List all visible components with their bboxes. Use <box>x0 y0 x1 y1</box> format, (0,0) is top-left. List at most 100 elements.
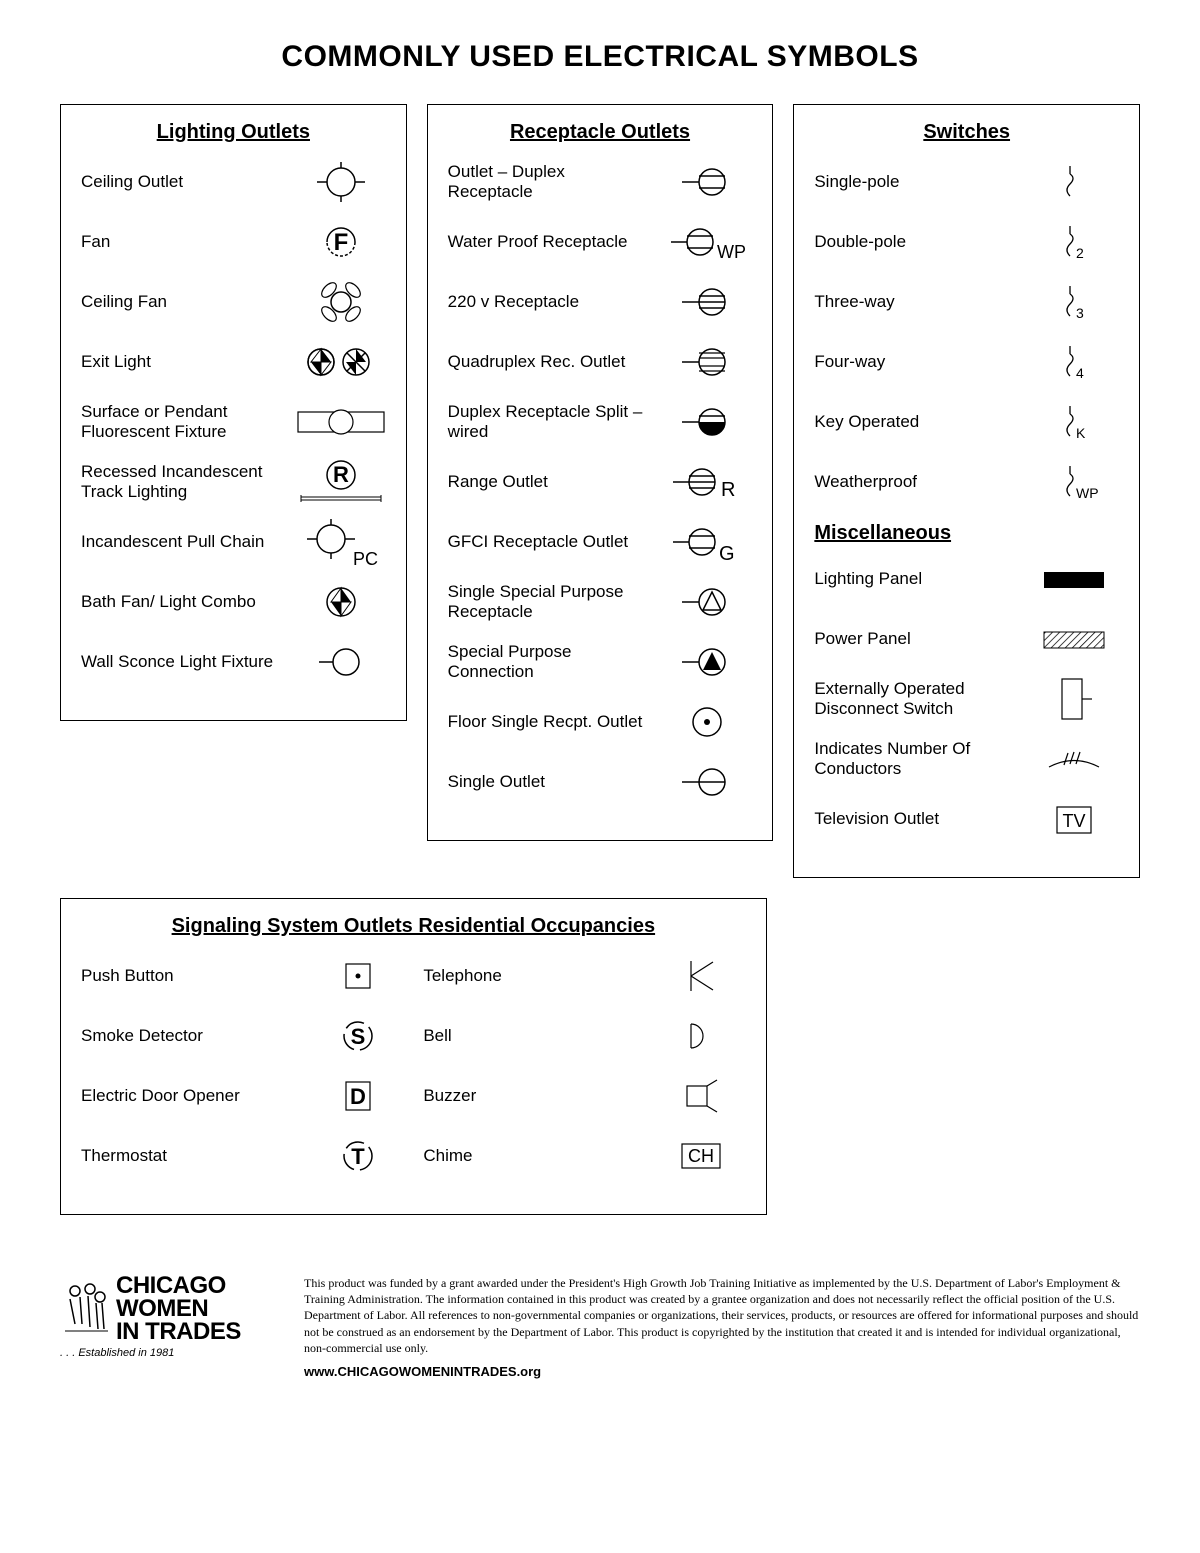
row-bath-fan: Bath Fan/ Light Combo <box>81 580 386 624</box>
symbol-power-panel-icon <box>1029 617 1119 661</box>
row-lighting-panel: Lighting Panel <box>814 557 1119 601</box>
row-track-lighting: Recessed Incandescent Track Lighting R <box>81 460 386 504</box>
svg-text:2: 2 <box>1076 245 1084 261</box>
symbol-ceiling-outlet-icon <box>296 160 386 204</box>
label: Incandescent Pull Chain <box>81 532 296 552</box>
row-gfci: GFCI Receptacle Outlet G <box>448 520 753 564</box>
row-duplex: Outlet – Duplex Receptacle <box>448 160 753 204</box>
row-switch-4: Key OperatedK <box>814 400 1119 444</box>
svg-text:3: 3 <box>1076 305 1084 321</box>
panel-lighting-title: Lighting Outlets <box>81 121 386 144</box>
svg-text:R: R <box>721 479 735 501</box>
symbol-quadruplex-icon <box>662 340 752 384</box>
symbol-lighting-panel-icon <box>1029 557 1119 601</box>
label: Weatherproof <box>814 472 1029 492</box>
label: Indicates Number Of Conductors <box>814 739 1029 780</box>
label: Power Panel <box>814 629 1029 649</box>
symbol-switch-icon: 2 <box>1029 220 1119 264</box>
disclaimer-text: This product was funded by a grant award… <box>304 1275 1140 1356</box>
row-switch-5: Weatherproof WP <box>814 460 1119 504</box>
label: Single-pole <box>814 172 1029 192</box>
row-pull-chain: Incandescent Pull Chain PC <box>81 520 386 564</box>
symbol-range-icon: R <box>662 460 752 504</box>
label: Outlet – Duplex Receptacle <box>448 162 663 203</box>
label: Electric Door Opener <box>81 1086 313 1106</box>
symbol-smoke-detector-icon: S <box>313 1014 403 1058</box>
symbol-waterproof-icon: WP <box>662 220 752 264</box>
row-tv-outlet: Television Outlet TV <box>814 797 1119 841</box>
row-fluorescent: Surface or Pendant Fluorescent Fixture <box>81 400 386 444</box>
label: Special Purpose Connection <box>448 642 663 683</box>
symbol-switch-icon <box>1029 160 1119 204</box>
symbol-duplex-icon <box>662 160 752 204</box>
symbol-wall-sconce-icon <box>296 640 386 684</box>
symbol-single-special-icon <box>662 580 752 624</box>
svg-text:TV: TV <box>1063 811 1086 831</box>
row-ceiling-fan: Ceiling Fan <box>81 280 386 324</box>
row-switch-3: Four-way4 <box>814 340 1119 384</box>
label: Quadruplex Rec. Outlet <box>448 352 663 372</box>
symbol-tv-outlet-icon: TV <box>1029 797 1119 841</box>
label: Floor Single Recpt. Outlet <box>448 712 663 732</box>
row-switch-2: Three-way3 <box>814 280 1119 324</box>
label: Fan <box>81 232 296 252</box>
logo-line3: IN TRADES <box>116 1321 241 1344</box>
label: 220 v Receptacle <box>448 292 663 312</box>
row-disconnect-switch: Externally Operated Disconnect Switch <box>814 677 1119 721</box>
row-switch-0: Single-pole <box>814 160 1119 204</box>
symbol-gfci-icon: G <box>662 520 752 564</box>
svg-text:WP: WP <box>1076 485 1099 501</box>
symbol-switch-icon: 4 <box>1029 340 1119 384</box>
panel-switches-title: Switches <box>814 121 1119 144</box>
symbol-pull-chain-icon: PC <box>296 520 386 564</box>
label: Bell <box>423 1026 655 1046</box>
established: . . . Established in 1981 <box>60 1347 280 1359</box>
svg-text:CH: CH <box>688 1146 714 1166</box>
symbol-track-lighting-icon: R <box>296 460 386 504</box>
label: Externally Operated Disconnect Switch <box>814 679 1029 720</box>
row-conductors: Indicates Number Of Conductors <box>814 737 1119 781</box>
symbol-chime-icon: CH <box>656 1134 746 1178</box>
label: Television Outlet <box>814 809 1029 829</box>
label: Thermostat <box>81 1146 313 1166</box>
page-title: COMMONLY USED ELECTRICAL SYMBOLS <box>60 40 1140 74</box>
symbol-fluorescent-icon <box>296 400 386 444</box>
symbol-telephone-icon <box>656 954 746 998</box>
panel-receptacle-title: Receptacle Outlets <box>448 121 753 144</box>
symbol-switch-icon: K <box>1029 400 1119 444</box>
row-push-button: Push Button <box>81 954 403 998</box>
row-floor-single: Floor Single Recpt. Outlet <box>448 700 753 744</box>
row-fan: Fan F <box>81 220 386 264</box>
symbol-floor-single-icon <box>662 700 752 744</box>
svg-text:4: 4 <box>1076 365 1084 381</box>
label: Bath Fan/ Light Combo <box>81 592 296 612</box>
row-single-outlet: Single Outlet <box>448 760 753 804</box>
panel-signaling: Signaling System Outlets Residential Occ… <box>60 898 767 1215</box>
website-url: www.CHICAGOWOMENINTRADES.org <box>304 1364 1140 1379</box>
symbol-exit-light-icon <box>296 340 386 384</box>
row-220v: 220 v Receptacle <box>448 280 753 324</box>
row-bell: Bell <box>423 1014 745 1058</box>
svg-text:T: T <box>352 1144 366 1169</box>
row-smoke-detector: Smoke Detector S <box>81 1014 403 1058</box>
row-range: Range Outlet R <box>448 460 753 504</box>
symbol-push-button-icon <box>313 954 403 998</box>
row-door-opener: Electric Door Opener D <box>81 1074 403 1118</box>
label: Wall Sconce Light Fixture <box>81 652 296 672</box>
row-single-special: Single Special Purpose Receptacle <box>448 580 753 624</box>
svg-text:WP: WP <box>717 242 746 262</box>
label: Surface or Pendant Fluorescent Fixture <box>81 402 296 443</box>
label: Smoke Detector <box>81 1026 313 1046</box>
symbol-220v-icon <box>662 280 752 324</box>
label: Push Button <box>81 966 313 986</box>
row-thermostat: Thermostat T <box>81 1134 403 1178</box>
row-exit-light: Exit Light <box>81 340 386 384</box>
row-quadruplex: Quadruplex Rec. Outlet <box>448 340 753 384</box>
label: Single Outlet <box>448 772 663 792</box>
svg-text:K: K <box>1076 425 1086 441</box>
symbol-fan-icon: F <box>296 220 386 264</box>
row-telephone: Telephone <box>423 954 745 998</box>
label: Telephone <box>423 966 655 986</box>
row-ceiling-outlet: Ceiling Outlet <box>81 160 386 204</box>
row-chime: Chime CH <box>423 1134 745 1178</box>
